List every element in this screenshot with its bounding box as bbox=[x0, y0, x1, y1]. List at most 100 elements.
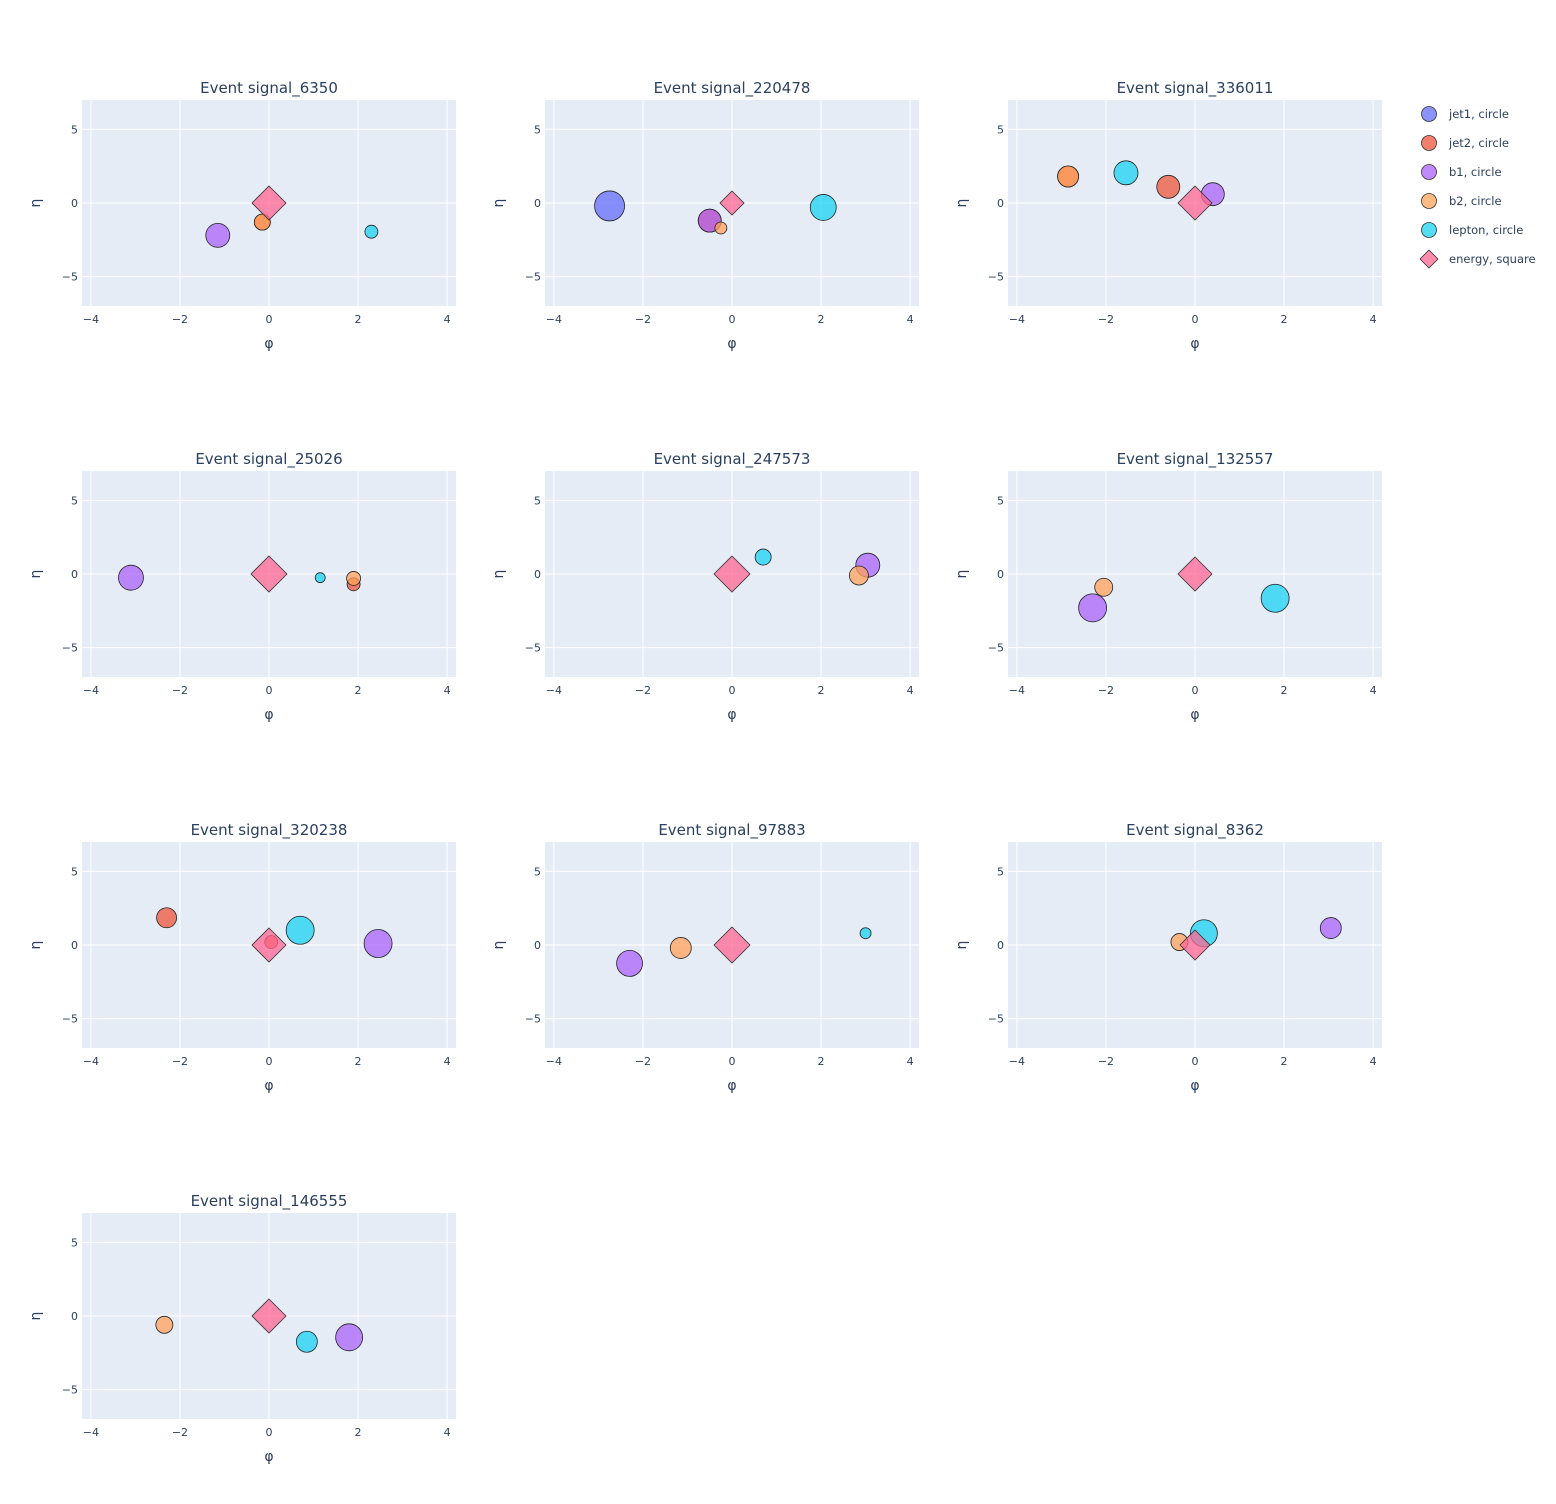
x-tick-label: 2 bbox=[355, 1426, 362, 1439]
x-tick-label: −2 bbox=[635, 313, 651, 326]
y-tick-label: 5 bbox=[534, 123, 541, 136]
x-tick-label: −2 bbox=[1098, 684, 1114, 697]
x-tick-label: 0 bbox=[266, 1426, 273, 1439]
b2-marker bbox=[669, 937, 692, 959]
x-tick-label: −2 bbox=[635, 684, 651, 697]
y-tick-label: −5 bbox=[988, 1013, 1004, 1026]
x-tick-label: 0 bbox=[1192, 313, 1199, 326]
lepton-marker bbox=[859, 927, 872, 940]
energy-marker bbox=[713, 555, 751, 593]
lepton-marker bbox=[1113, 160, 1139, 186]
x-tick-label: 2 bbox=[355, 1055, 362, 1068]
b2-marker bbox=[346, 571, 361, 586]
legend-circle-marker bbox=[1421, 106, 1437, 122]
y-tick-label: −5 bbox=[525, 1013, 541, 1026]
y-axis-title: η bbox=[28, 199, 44, 208]
b2-marker bbox=[1057, 165, 1080, 188]
x-tick-label: 4 bbox=[444, 1055, 451, 1068]
x-tick-label: 4 bbox=[1370, 1055, 1377, 1068]
y-tick-label: −5 bbox=[988, 271, 1004, 284]
lepton-marker bbox=[809, 194, 837, 221]
legend-circle-marker bbox=[1421, 193, 1437, 209]
jet1-marker bbox=[594, 190, 625, 222]
b2-marker bbox=[253, 213, 271, 231]
subplot-title: Event signal_132557 bbox=[1117, 450, 1274, 469]
x-tick-label: 0 bbox=[1192, 1055, 1199, 1068]
y-tick-label: 0 bbox=[71, 939, 78, 952]
y-tick-label: 0 bbox=[534, 197, 541, 210]
y-axis-title: η bbox=[28, 570, 44, 579]
y-tick-label: −5 bbox=[525, 642, 541, 655]
x-tick-label: 4 bbox=[444, 1426, 451, 1439]
x-tick-label: 4 bbox=[1370, 684, 1377, 697]
y-axis-title: η bbox=[28, 941, 44, 950]
y-tick-label: 0 bbox=[997, 939, 1004, 952]
energy-marker bbox=[1177, 185, 1213, 221]
x-tick-label: −4 bbox=[546, 684, 562, 697]
subplot-title: Event signal_247573 bbox=[654, 450, 811, 469]
y-tick-label: −5 bbox=[525, 271, 541, 284]
subplot-1: −4 −2 0 2 4 −5 0 5 Event signal_6350 φ η bbox=[28, 79, 456, 352]
y-axis-title: η bbox=[954, 570, 970, 579]
legend-item-jet1: jet1, circle bbox=[1421, 106, 1509, 122]
y-tick-label: 5 bbox=[71, 494, 78, 507]
subplot-title: Event signal_8362 bbox=[1126, 821, 1264, 840]
subplot-2: −4 −2 0 2 4 −5 0 5 Event signal_220478 φ η bbox=[491, 79, 919, 352]
lepton-marker bbox=[754, 548, 772, 566]
x-tick-label: −4 bbox=[83, 684, 99, 697]
legend-label: energy, square bbox=[1449, 252, 1536, 266]
subplot-8: −4 −2 0 2 4 −5 0 5 Event signal_97883 φ η bbox=[491, 821, 919, 1094]
subplot-title: Event signal_25026 bbox=[195, 450, 342, 469]
lepton-marker bbox=[314, 572, 326, 584]
y-tick-label: 5 bbox=[534, 865, 541, 878]
x-tick-label: −2 bbox=[172, 313, 188, 326]
x-tick-label: 2 bbox=[818, 313, 825, 326]
y-tick-label: 5 bbox=[71, 865, 78, 878]
y-tick-label: 0 bbox=[71, 197, 78, 210]
x-tick-label: 0 bbox=[729, 313, 736, 326]
b2-marker bbox=[714, 221, 728, 235]
x-tick-label: 0 bbox=[1192, 684, 1199, 697]
legend-item-lepton: lepton, circle bbox=[1421, 222, 1523, 238]
x-tick-label: 4 bbox=[907, 313, 914, 326]
b1-marker bbox=[363, 929, 393, 958]
y-tick-label: 0 bbox=[71, 568, 78, 581]
x-axis-title: φ bbox=[264, 1078, 273, 1094]
x-axis-title: φ bbox=[264, 707, 273, 723]
subplot-5: −4 −2 0 2 4 −5 0 5 Event signal_247573 φ η bbox=[491, 450, 919, 723]
x-tick-label: 0 bbox=[729, 1055, 736, 1068]
x-tick-label: 0 bbox=[266, 684, 273, 697]
subplot-9: −4 −2 0 2 4 −5 0 5 Event signal_8362 φ η bbox=[954, 821, 1382, 1094]
x-tick-label: −2 bbox=[172, 1055, 188, 1068]
subplot-4: −4 −2 0 2 4 −5 0 5 Event signal_25026 φ η bbox=[28, 450, 456, 723]
b2-marker bbox=[1094, 577, 1114, 597]
x-axis-title: φ bbox=[727, 1078, 736, 1094]
y-tick-label: 5 bbox=[534, 494, 541, 507]
x-tick-label: −4 bbox=[1009, 1055, 1025, 1068]
x-tick-label: −2 bbox=[635, 1055, 651, 1068]
energy-marker bbox=[719, 190, 745, 216]
x-tick-label: 2 bbox=[818, 684, 825, 697]
energy-marker bbox=[1177, 556, 1213, 592]
x-tick-label: 2 bbox=[1281, 684, 1288, 697]
legend-item-b1: b1, circle bbox=[1421, 164, 1502, 180]
x-tick-label: 0 bbox=[729, 684, 736, 697]
b2-marker bbox=[155, 1315, 174, 1334]
legend: jet1, circle jet2, circle b1, circle b2, ci… bbox=[1419, 106, 1536, 269]
subplot-title: Event signal_320238 bbox=[191, 821, 348, 840]
legend-label: b2, circle bbox=[1449, 194, 1502, 208]
legend-label: jet1, circle bbox=[1448, 107, 1509, 121]
legend-label: b1, circle bbox=[1449, 165, 1502, 179]
energy-marker bbox=[713, 926, 751, 964]
legend-circle-marker bbox=[1421, 222, 1437, 238]
y-axis-title: η bbox=[491, 941, 507, 950]
subplot-title: Event signal_97883 bbox=[658, 821, 805, 840]
subplot-3: −4 −2 0 2 4 −5 0 5 Event signal_336011 φ η bbox=[954, 79, 1382, 352]
energy-marker bbox=[250, 555, 288, 593]
legend-label: lepton, circle bbox=[1449, 223, 1523, 237]
energy-marker bbox=[251, 185, 287, 221]
y-tick-label: −5 bbox=[62, 1013, 78, 1026]
energy-marker bbox=[251, 927, 287, 963]
